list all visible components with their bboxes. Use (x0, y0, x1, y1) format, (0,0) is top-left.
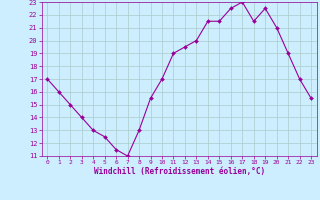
X-axis label: Windchill (Refroidissement éolien,°C): Windchill (Refroidissement éolien,°C) (94, 167, 265, 176)
